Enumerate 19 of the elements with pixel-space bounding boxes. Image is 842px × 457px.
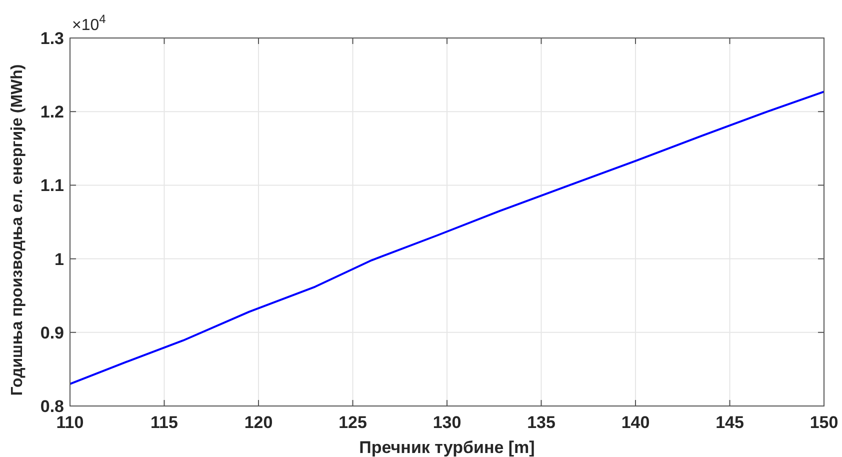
line-series — [69, 90, 825, 385]
y-tick-label: 1.1 — [40, 176, 64, 196]
y-tick-label: 1 — [54, 250, 64, 269]
x-tick-label: 140 — [621, 413, 650, 432]
x-tick-label: 120 — [244, 413, 273, 432]
text: ×10$^{4}$ — [72, 12, 106, 34]
x-tick-label: 110 — [56, 413, 84, 432]
y-tick-label: 1.3 — [40, 29, 64, 48]
x-axis-title: Пречник турбине [m] — [359, 438, 535, 457]
x-tick-label: 145 — [716, 413, 744, 432]
y-tick-label: 1.2 — [40, 102, 64, 122]
y-axis-title: Годишња производња ел. енергије (MWh) — [9, 64, 26, 396]
x-tick-label: 115 — [150, 413, 178, 432]
y-tick-label: 0.9 — [40, 323, 64, 342]
x-tick-label: 130 — [432, 413, 462, 432]
x-tick-label: 125 — [338, 413, 367, 432]
x-tick-label: 135 — [527, 413, 556, 432]
x-tick-label: 150 — [810, 413, 838, 432]
y-tick-label: 0.8 — [40, 397, 64, 416]
